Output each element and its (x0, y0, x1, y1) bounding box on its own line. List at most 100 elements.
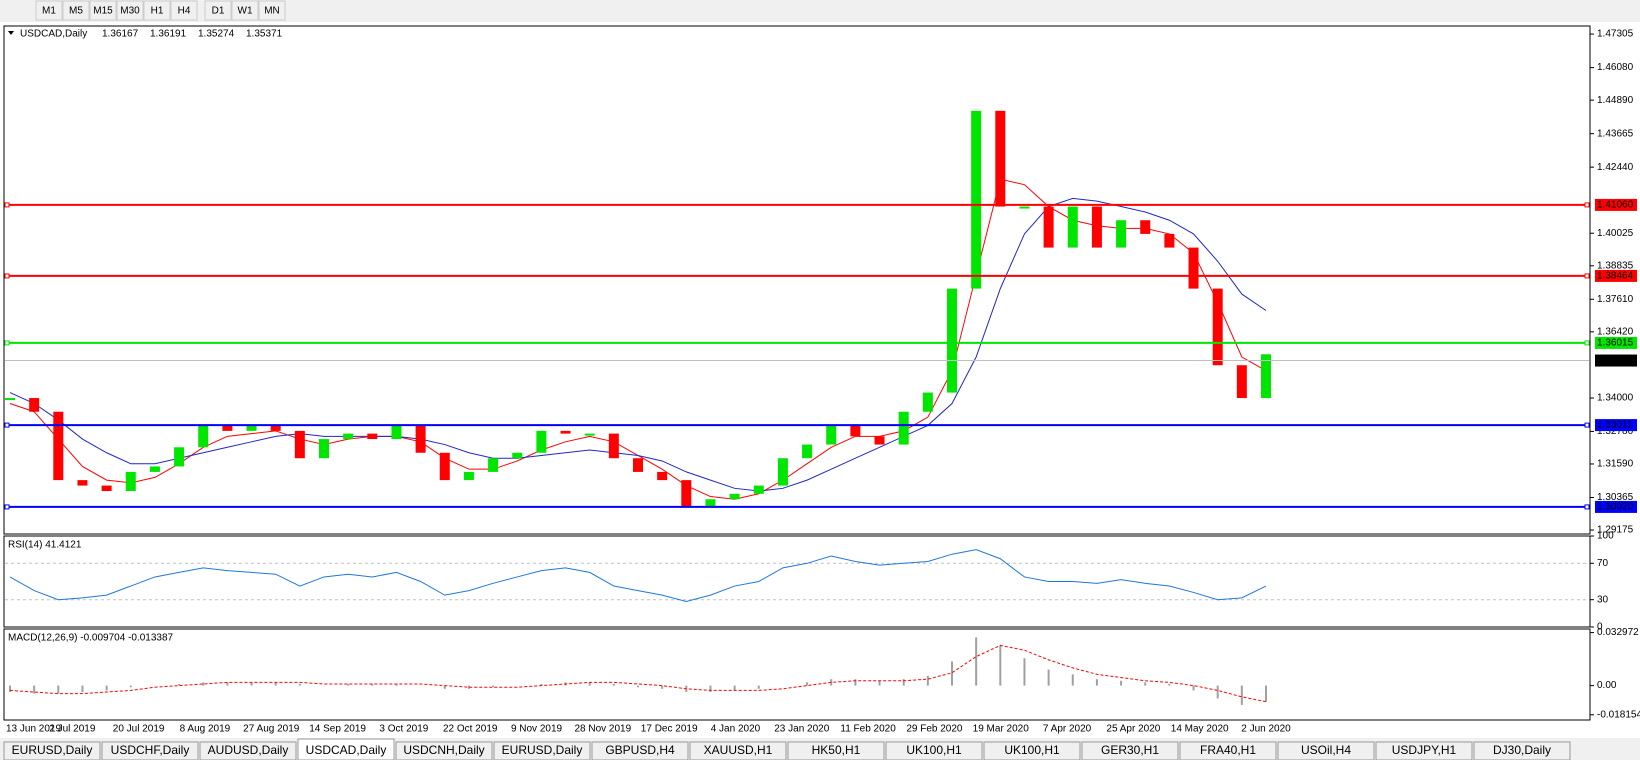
level-label: 1.33011 (1597, 420, 1633, 431)
timeframe-button[interactable] (170, 0, 198, 21)
candle (1164, 233, 1175, 248)
candle (705, 499, 716, 508)
candle (101, 485, 112, 492)
tab-label: USDJPY,H1 (1392, 743, 1457, 757)
level-label-box (1595, 500, 1637, 513)
y-tick-label: 1.30365 (1597, 492, 1634, 503)
level-label-box (1595, 198, 1637, 211)
candle (149, 466, 160, 472)
timeframe-button[interactable] (62, 0, 90, 21)
tab-label: HK50,H1 (812, 743, 861, 757)
y-tick-label: 100 (1597, 531, 1614, 542)
timeframe-label: H1 (151, 6, 164, 17)
level-label: 1.36015 (1597, 338, 1634, 349)
y-tick-label: 1.46080 (1597, 62, 1634, 73)
candle (657, 471, 668, 481)
candle (29, 398, 40, 412)
timeframe-label: W1 (238, 6, 253, 17)
level-handle (4, 273, 10, 279)
level-label: 1.30020 (1597, 502, 1634, 513)
level-handle (4, 202, 10, 208)
y-tick-label: 1.44890 (1597, 95, 1634, 106)
timeframe-button[interactable] (258, 0, 286, 21)
y-tick-label: 0.032972 (1597, 627, 1639, 638)
level-label-box (1595, 419, 1637, 432)
tab-label: UK100,H1 (1004, 743, 1060, 757)
quote-value: 1.36167 (102, 29, 139, 40)
y-tick-label: 1.47305 (1597, 29, 1634, 40)
date-label: 19 Mar 2020 (973, 724, 1030, 735)
date-label: 17 Dec 2019 (641, 724, 698, 735)
timeframe-label: M30 (120, 6, 140, 17)
y-tick-label: 1.29175 (1597, 525, 1634, 536)
candle (1116, 220, 1127, 248)
y-tick-label: 1.34000 (1597, 393, 1634, 404)
candle (536, 430, 547, 453)
candle (1019, 206, 1030, 209)
level-label-box (1595, 269, 1637, 282)
candle (681, 480, 692, 508)
candle (174, 447, 185, 467)
y-tick-label: 1.37610 (1597, 294, 1634, 305)
candle (633, 458, 643, 472)
level-handle (1584, 273, 1590, 279)
timeframe-button[interactable] (35, 0, 63, 21)
candle (1212, 288, 1223, 366)
timeframe-label: M1 (42, 6, 56, 17)
level-handle (1584, 340, 1590, 346)
price-pane (3, 25, 1591, 535)
candle (488, 458, 499, 472)
quote-value: 1.36191 (150, 29, 187, 40)
candle (922, 392, 933, 412)
date-label: 14 May 2020 (1171, 724, 1229, 735)
candle (1140, 220, 1151, 234)
current-price-label: 1.35371 (1597, 355, 1634, 366)
date-label: 3 Oct 2019 (379, 724, 428, 735)
candle (584, 433, 595, 436)
timeframe-label: M15 (93, 6, 113, 17)
candle (850, 425, 861, 437)
toolbar (0, 0, 1640, 22)
tab-label: USDCAD,Daily (306, 743, 387, 757)
level-label: 1.41060 (1597, 200, 1634, 211)
level-handle (4, 504, 10, 510)
candle (995, 110, 1006, 207)
timeframe-button[interactable] (204, 0, 232, 21)
timeframe-label: H4 (178, 6, 191, 17)
y-tick-label: 1.31590 (1597, 459, 1634, 470)
chart-symbol: USDCAD,Daily (20, 29, 87, 40)
date-label: 14 Sep 2019 (309, 724, 366, 735)
rsi-line (9, 549, 1267, 603)
moving-average (9, 197, 1267, 492)
level-handle (1584, 202, 1590, 208)
candle (874, 436, 885, 445)
tab-label: DJ30,Daily (1493, 743, 1551, 757)
candle (391, 425, 402, 440)
candle (1067, 206, 1078, 248)
date-label: 11 Feb 2020 (840, 724, 896, 735)
timeframe-button[interactable] (116, 0, 144, 21)
candle (512, 452, 523, 459)
date-label: 7 Apr 2020 (1043, 724, 1092, 735)
date-label: 27 Aug 2019 (243, 724, 300, 735)
timeframe-button[interactable] (231, 0, 259, 21)
y-tick-label: 0 (1597, 622, 1603, 633)
y-tick-label: 70 (1597, 558, 1609, 569)
timeframe-label: MN (264, 6, 280, 17)
candle (319, 439, 329, 459)
quote-value: 1.35371 (246, 29, 283, 40)
rsi-pane (3, 535, 1591, 628)
current-price-box (1595, 354, 1637, 367)
date-label: 23 Jan 2020 (774, 724, 829, 735)
candle (343, 433, 354, 440)
candle (1091, 206, 1102, 248)
level-label-box (1595, 336, 1637, 349)
timeframe-button[interactable] (143, 0, 171, 21)
timeframe-button[interactable] (89, 0, 117, 21)
tab-label: EURUSD,Daily (502, 743, 583, 757)
date-label: 13 Jun 2019 (6, 724, 61, 735)
candle (222, 425, 233, 431)
candle (608, 433, 619, 459)
y-tick-label: 1.43665 (1597, 128, 1634, 139)
candle (802, 444, 813, 459)
